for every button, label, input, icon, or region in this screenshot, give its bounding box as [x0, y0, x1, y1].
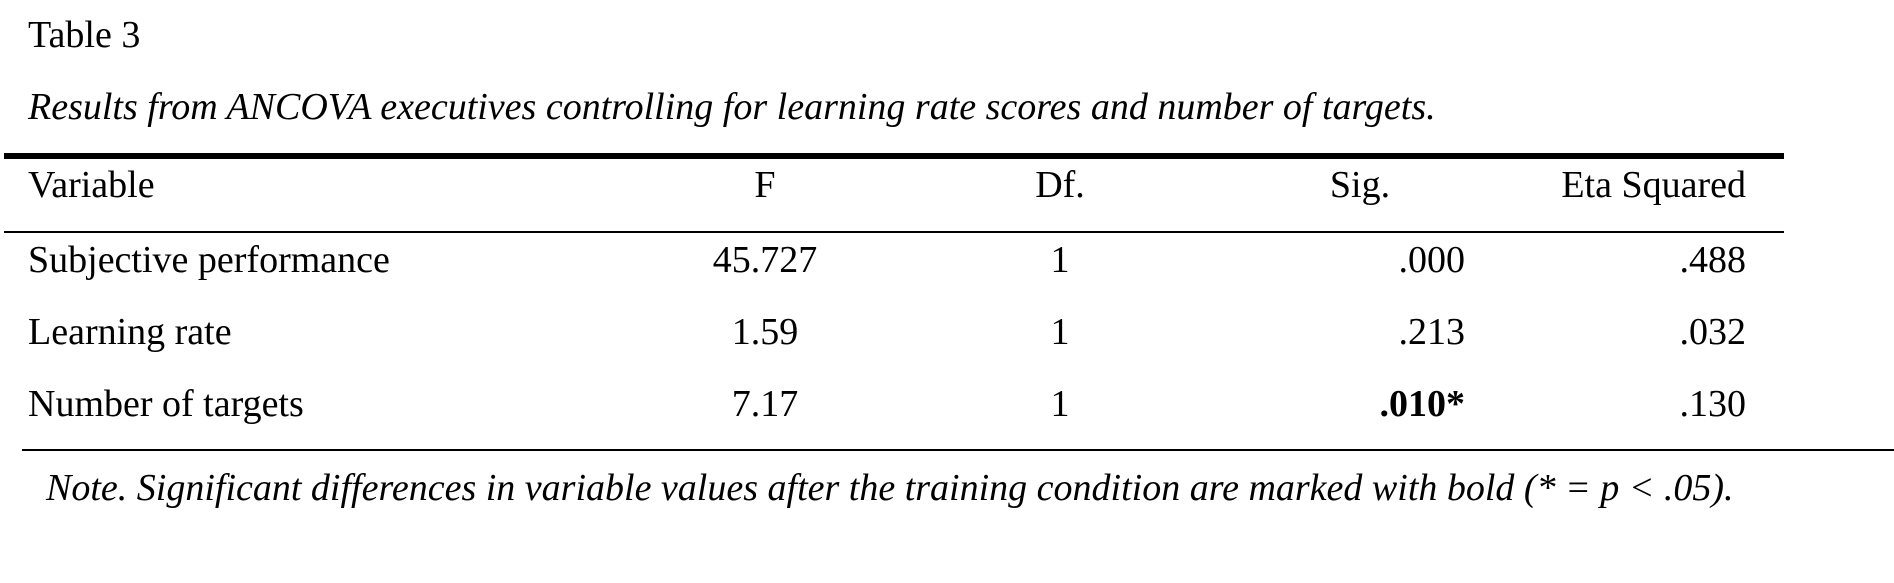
cell-variable: Number of targets: [28, 383, 304, 425]
header-variable: Variable: [28, 164, 155, 206]
cell-f: 1.59: [731, 311, 799, 353]
table-bottom-rule: [22, 449, 1894, 451]
note-label: Note.: [46, 467, 128, 509]
cell-df: 1: [1050, 239, 1070, 281]
table-top-rule: [4, 153, 1784, 159]
cell-eta: .488: [1679, 239, 1747, 281]
header-eta-squared: Eta Squared: [1561, 164, 1746, 206]
cell-f: 7.17: [731, 383, 799, 425]
header-f: F: [754, 164, 776, 206]
cell-eta: .130: [1679, 383, 1747, 425]
header-sig: Sig.: [1329, 164, 1391, 206]
cell-variable: Subjective performance: [28, 239, 390, 281]
table-header-rule: [4, 231, 1784, 233]
cell-sig: .000: [1398, 239, 1466, 281]
cell-sig-significant: .010*: [1379, 383, 1466, 425]
cell-sig: .213: [1398, 311, 1466, 353]
table-caption-label: Table 3: [28, 14, 141, 56]
cell-f: 45.727: [712, 239, 818, 281]
header-df: Df.: [1035, 164, 1085, 206]
cell-eta: .032: [1679, 311, 1747, 353]
table-note: Note. Significant differences in variabl…: [46, 452, 1846, 524]
cell-df: 1: [1050, 311, 1070, 353]
cell-df: 1: [1050, 383, 1070, 425]
cell-variable: Learning rate: [28, 311, 232, 353]
note-text: Significant differences in variable valu…: [127, 467, 1734, 509]
table-caption-title: Results from ANCOVA executives controlli…: [28, 86, 1436, 128]
